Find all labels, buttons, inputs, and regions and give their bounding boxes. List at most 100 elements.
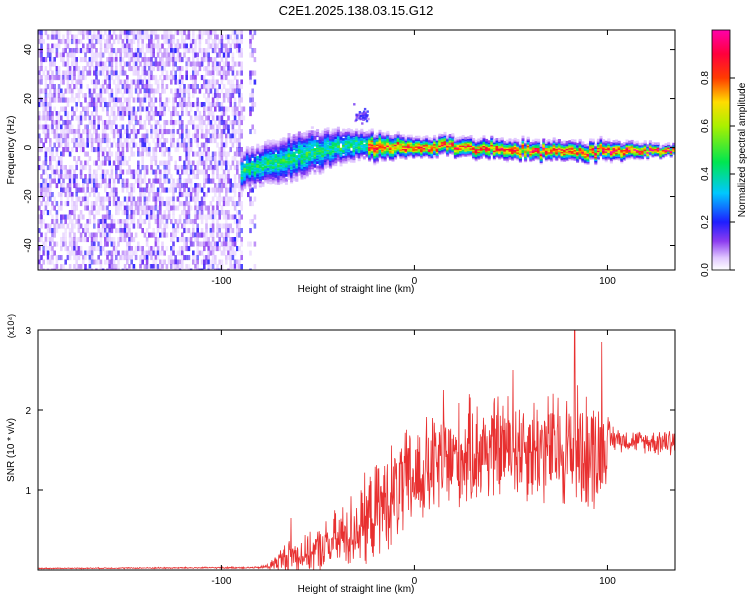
noise-cell xyxy=(222,237,226,243)
noise-cell xyxy=(150,39,153,45)
noise-cell xyxy=(97,255,100,261)
signal-cell xyxy=(339,147,343,151)
signal-cell xyxy=(251,177,255,180)
noise-cell xyxy=(216,246,219,252)
signal-cell xyxy=(269,176,273,179)
noise-cell xyxy=(79,102,83,108)
signal-cell xyxy=(357,146,361,150)
noise-cell xyxy=(119,48,122,54)
noise-cell xyxy=(141,97,144,103)
signal-cell xyxy=(342,139,346,143)
noise-cell xyxy=(170,196,173,202)
noise-cell xyxy=(60,174,63,180)
noise-cell xyxy=(130,52,133,58)
noise-cell xyxy=(233,205,237,211)
noise-cell xyxy=(46,246,50,252)
signal-cell xyxy=(308,165,312,168)
noise-cell xyxy=(108,268,111,270)
signal-cell xyxy=(427,154,431,158)
noise-cell xyxy=(42,102,45,108)
noise-cell xyxy=(88,232,92,238)
noise-cell xyxy=(196,196,199,202)
noise-cell xyxy=(148,192,151,198)
noise-cell xyxy=(211,129,215,135)
noise-cell xyxy=(42,165,45,171)
noise-cell xyxy=(49,124,52,130)
noise-cell xyxy=(203,84,206,90)
noise-cell xyxy=(159,232,162,238)
noise-cell xyxy=(126,268,129,270)
noise-cell xyxy=(163,228,166,234)
signal-cell xyxy=(274,163,278,166)
noise-cell xyxy=(172,102,175,108)
noise-cell xyxy=(161,34,164,40)
noise-cell xyxy=(148,210,151,216)
noise-cell xyxy=(77,223,81,229)
signal-cell xyxy=(277,154,281,157)
noise-cell xyxy=(170,183,173,189)
noise-cell xyxy=(225,70,228,76)
signal-cell xyxy=(347,133,351,137)
noise-cell xyxy=(185,34,188,40)
noise-cell xyxy=(93,187,96,193)
noise-cell xyxy=(170,43,173,49)
noise-cell xyxy=(119,106,122,112)
signal-cell xyxy=(435,154,439,158)
signal-cell xyxy=(261,174,265,178)
noise-cell xyxy=(207,70,210,76)
noise-cell xyxy=(134,97,138,103)
noise-cell xyxy=(225,246,228,252)
signal-cell xyxy=(420,144,424,147)
signal-cell xyxy=(427,137,431,140)
noise-cell xyxy=(117,84,120,90)
signal-cell xyxy=(266,155,270,159)
signal-cell xyxy=(360,154,364,157)
noise-cell xyxy=(225,111,228,117)
noise-cell xyxy=(233,187,237,193)
signal-cell xyxy=(303,134,307,138)
noise-cell xyxy=(174,48,177,54)
noise-cell xyxy=(75,84,78,90)
noise-cell xyxy=(231,156,235,162)
noise-cell xyxy=(112,106,116,112)
noise-cell xyxy=(49,138,52,144)
noise-cell xyxy=(106,124,109,130)
noise-cell xyxy=(161,268,164,270)
signal-cell xyxy=(264,165,268,168)
noise-cell xyxy=(222,52,226,58)
noise-cell xyxy=(82,34,85,40)
noise-cell xyxy=(240,79,243,85)
noise-cell xyxy=(178,79,182,85)
noise-cell xyxy=(40,201,43,207)
noise-cell xyxy=(75,264,78,270)
signal-cell xyxy=(412,140,416,143)
noise-cell xyxy=(97,228,100,234)
noise-cell xyxy=(203,93,206,99)
noise-cell xyxy=(150,106,153,112)
noise-cell xyxy=(211,97,215,103)
noise-cell xyxy=(187,237,191,243)
signal-cell xyxy=(240,165,244,168)
signal-cell xyxy=(326,160,330,164)
signal-cell xyxy=(245,174,249,178)
noise-cell xyxy=(231,183,235,189)
signal-cell xyxy=(321,150,325,154)
noise-cell xyxy=(42,210,45,216)
noise-cell xyxy=(95,210,98,216)
noise-cell xyxy=(207,66,210,72)
noise-cell xyxy=(117,160,120,166)
noise-cell xyxy=(73,223,76,229)
signal-cell xyxy=(245,148,249,152)
noise-cell xyxy=(137,93,140,99)
signal-cell xyxy=(321,130,325,133)
noise-cell xyxy=(214,241,217,247)
noise-cell xyxy=(187,138,191,144)
noise-cell xyxy=(178,178,182,184)
signal-cell xyxy=(334,142,338,145)
noise-cell xyxy=(53,219,56,225)
noise-cell xyxy=(154,241,158,247)
noise-cell xyxy=(185,196,188,202)
noise-cell xyxy=(110,174,114,180)
signal-cell xyxy=(342,155,346,159)
signal-cell xyxy=(383,158,387,161)
